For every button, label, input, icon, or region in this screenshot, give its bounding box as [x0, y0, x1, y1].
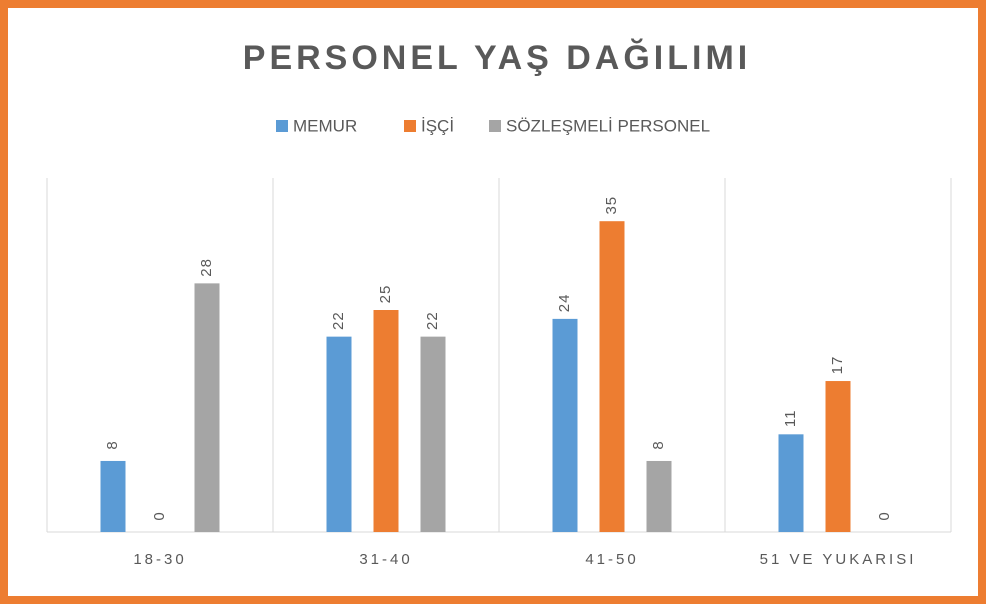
x-tick-label: 51 VE YUKARISI — [760, 551, 917, 568]
bar — [646, 460, 672, 532]
legend-swatch — [276, 120, 288, 132]
x-tick-label: 31-40 — [359, 551, 412, 568]
bar — [194, 283, 220, 532]
legend-label: SÖZLEŞMELİ PERSONEL — [506, 116, 710, 135]
bar — [420, 336, 446, 532]
bar — [599, 221, 625, 532]
chart-title: PERSONEL YAŞ DAĞILIMI — [243, 39, 751, 77]
data-label: 22 — [330, 311, 347, 330]
legend-swatch — [489, 120, 501, 132]
data-label: 35 — [603, 196, 620, 215]
bar — [825, 381, 851, 532]
data-label: 0 — [876, 511, 893, 520]
data-label: 22 — [424, 311, 441, 330]
bar — [373, 310, 399, 532]
data-label: 8 — [104, 440, 121, 449]
data-label: 17 — [829, 356, 846, 375]
legend-label: MEMUR — [293, 116, 357, 135]
data-label: 25 — [377, 285, 394, 304]
bar — [778, 434, 804, 532]
bar — [552, 318, 578, 532]
x-tick-label: 41-50 — [585, 551, 638, 568]
data-label: 8 — [650, 440, 667, 449]
data-label: 0 — [151, 511, 168, 520]
bar — [100, 460, 126, 532]
data-label: 11 — [782, 410, 799, 428]
legend-swatch — [404, 120, 416, 132]
x-tick-label: 18-30 — [133, 551, 186, 568]
legend-label: İŞÇİ — [421, 116, 454, 135]
data-label: 24 — [556, 294, 573, 313]
data-label: 28 — [198, 258, 215, 277]
bar — [326, 336, 352, 532]
